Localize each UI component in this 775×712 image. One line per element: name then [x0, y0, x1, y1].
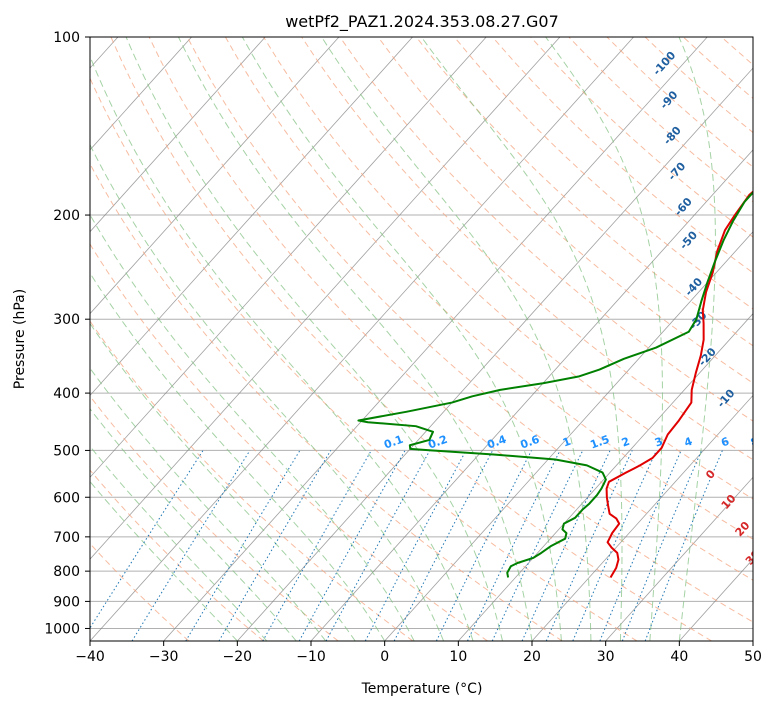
isotherm-line [531, 394, 753, 641]
y-axis-label: Pressure (hPa) [12, 289, 28, 389]
mixing-ratio-line [545, 450, 633, 641]
y-tick-label: 200 [53, 208, 80, 224]
mixing-ratio-line [325, 450, 431, 641]
dry-adiabat-line [90, 243, 488, 641]
moist-adiabat-line [545, 37, 663, 641]
moist-adiabat-line [90, 408, 297, 641]
mixing-ratio-label: 6 [719, 435, 731, 450]
profile-lines [357, 190, 753, 578]
mixing-ratio-label: 1.5 [589, 433, 612, 452]
dewpoint-profile-line [357, 190, 753, 578]
dry-adiabat-line [415, 37, 753, 347]
dry-adiabat-line [90, 542, 190, 641]
dry-adiabat-line [90, 162, 563, 641]
x-axis-label: Temperature (°C) [361, 681, 483, 697]
isotherm-line [90, 37, 561, 560]
dry-adiabat-line [90, 320, 414, 641]
x-tick-label: −40 [75, 649, 105, 665]
y-tick-label: 500 [53, 443, 80, 459]
mixing-ratio-label: 0.6 [519, 433, 542, 452]
mixing-ratio-line [644, 450, 723, 641]
mixing-ratio-label: 8 [749, 435, 761, 450]
mixing-ratio-line [90, 450, 204, 629]
y-tick-label: 900 [53, 594, 80, 610]
chart-title: wetPf2_PAZ1.2024.353.08.27.G07 [285, 12, 559, 32]
x-tick-label: 20 [523, 649, 541, 665]
axes: −40 −30 −20 −10 0 10 20 30 40 5010020030040050060… [44, 30, 762, 665]
mixing-ratio-line [599, 450, 682, 641]
dry-adiabat-line [90, 469, 264, 641]
isotherm-line [605, 476, 753, 641]
moist-adiabat-line [90, 480, 238, 641]
y-tick-label: 600 [53, 490, 80, 506]
y-tick-label: 700 [53, 530, 80, 546]
moist-adiabat-line [90, 272, 386, 641]
mixing-ratio-label: 2 [620, 435, 632, 450]
mixing-ratio-label: 3 [653, 435, 665, 450]
mixing-ratio-label: 4 [682, 435, 694, 450]
mixing-ratio-line [572, 450, 657, 641]
moist-adiabat-line [678, 37, 716, 641]
moist-adiabat-line [178, 37, 533, 641]
isotherm-line [90, 37, 266, 233]
dry-adiabat-line [110, 37, 712, 641]
isotherm-line [90, 37, 340, 315]
isotherm-line [90, 37, 192, 151]
y-tick-label: 100 [53, 30, 80, 46]
temperature-profile-line [605, 190, 753, 578]
dry-adiabat-line [148, 37, 753, 623]
mixing-ratio-label: 0.4 [485, 433, 508, 452]
mixing-ratio-line [131, 450, 251, 641]
mixing-ratio-line [621, 450, 703, 641]
mixing-ratio-line [298, 450, 406, 641]
isotherm-line [384, 231, 753, 641]
hot-isotherm-label: 30 [743, 547, 763, 567]
moist-adiabat-line [90, 55, 474, 641]
y-tick-label: 800 [53, 564, 80, 580]
moist-adiabat-line [90, 143, 445, 641]
moist-adiabat-line [90, 445, 268, 641]
x-tick-label: −30 [149, 649, 179, 665]
y-tick-label: 400 [53, 386, 80, 402]
x-tick-label: 50 [744, 649, 762, 665]
mixing-ratio-label: 0.2 [426, 433, 449, 452]
x-tick-label: 0 [380, 649, 389, 665]
x-tick-label: 10 [449, 649, 467, 665]
mixing-ratio-label: 1 [561, 435, 573, 450]
mixing-ratio-line [435, 450, 532, 641]
moist-adiabat-line [241, 37, 562, 641]
dry-adiabat-line [453, 37, 753, 310]
x-tick-label: −20 [223, 649, 253, 665]
isotherm-line [458, 312, 753, 641]
x-tick-label: 40 [670, 649, 688, 665]
hot-isotherm-label: 40 [751, 579, 771, 599]
dry-adiabat-line [90, 395, 339, 641]
isotherm-line [90, 37, 413, 397]
isotherm-line [163, 37, 708, 641]
plot-frame [89, 36, 754, 642]
y-tick-label: 300 [53, 312, 80, 328]
isotherm-line [90, 37, 487, 478]
y-tick-label: 1000 [44, 621, 80, 637]
mixing-ratio-line [262, 450, 372, 641]
isotherm-line [237, 67, 753, 641]
x-tick-label: −10 [296, 649, 326, 665]
background-lines [90, 37, 753, 641]
moist-adiabat-line [420, 37, 623, 641]
mixing-ratio-label: 0.1 [382, 433, 405, 452]
moist-adiabat-line [90, 322, 356, 641]
moist-adiabat-line [321, 37, 592, 641]
isotherm-line [90, 37, 634, 641]
moist-adiabat-line [90, 213, 415, 641]
isotherm-line [310, 149, 753, 641]
moist-adiabat-line [125, 37, 504, 641]
x-tick-label: 30 [597, 649, 615, 665]
